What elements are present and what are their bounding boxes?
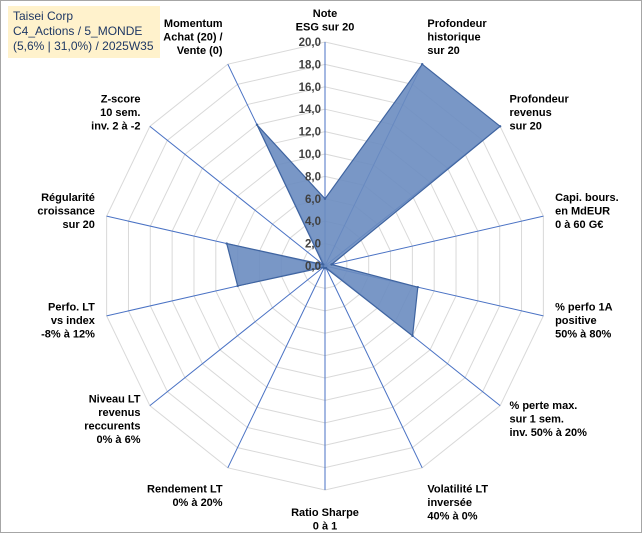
- tick-label: 10,0: [299, 149, 321, 161]
- axis-label-line: % perfo 1A: [555, 301, 613, 313]
- axis-label-line: Régularité: [41, 192, 95, 204]
- axis-label-line: Z-score: [101, 93, 141, 105]
- axis-label-line: Achat (20) /: [163, 31, 222, 43]
- axis-spoke: [149, 265, 326, 407]
- axis-label: Capi. bours. en MdEUR 0 à 60 G€: [555, 192, 619, 231]
- axis-label-line: reccurents: [84, 420, 140, 432]
- axis-label-line: % perte max.: [510, 400, 578, 412]
- axis-spoke: [227, 265, 326, 469]
- data-point: [322, 266, 325, 269]
- axis-label-line: 40% à 0%: [427, 511, 477, 523]
- axis-label-line: inv. 50% à 20%: [510, 427, 588, 439]
- axis-label-line: 50% à 80%: [555, 328, 611, 340]
- axis-label-line: en MdEUR: [555, 206, 610, 218]
- axis-label: Perfo. LT vs index -8% à 12%: [41, 301, 96, 340]
- data-point: [322, 263, 325, 266]
- axis-label-line: Rendement LT: [147, 484, 223, 496]
- axis-label-line: ESG sur 20: [296, 22, 355, 34]
- axis-label-line: 0 à 1: [313, 521, 337, 533]
- axis-label: Profondeur revenus sur 20: [510, 93, 570, 132]
- axis-label: Ratio Sharpe 0 à 1: [291, 507, 359, 533]
- axis-label-line: croissance: [37, 206, 94, 218]
- axis-label-line: sur 20: [427, 45, 459, 57]
- axis-label-line: Volatilité LT: [427, 484, 488, 496]
- axis-label-line: Profondeur: [427, 18, 487, 30]
- axis-label-line: Momentum: [164, 18, 223, 30]
- axis-label-line: inversée: [427, 497, 472, 509]
- data-point: [236, 284, 239, 288]
- radial-tick-labels: 0,0 2,0 4,0 6,0 8,0 10,0 12,0 14,0 16,0 18,0 20,0: [299, 37, 321, 273]
- axis-label-line: Perfo. LT: [48, 301, 95, 313]
- data-point: [498, 125, 502, 128]
- tick-label: 14,0: [299, 104, 321, 116]
- radar-series: [225, 62, 502, 338]
- axis-label-line: revenus: [98, 407, 140, 419]
- portfolio-category: C4_Actions / 5_MONDE: [13, 24, 143, 38]
- axis-label: Régularité croissance sur 20: [37, 192, 94, 231]
- axis-label: % perfo 1A positive 50% à 80%: [555, 301, 613, 340]
- axis-label-line: sur 20: [510, 120, 542, 132]
- axis-label-line: inv. 2 à -2: [91, 120, 140, 132]
- data-point: [416, 285, 420, 289]
- axis-label-line: positive: [555, 315, 597, 327]
- axis-label-line: Ratio Sharpe: [291, 507, 359, 519]
- data-point: [225, 242, 228, 245]
- axis-label: Note ESG sur 20: [296, 8, 355, 34]
- tick-label: 2,0: [305, 239, 321, 251]
- data-point: [330, 263, 333, 266]
- tick-label: 6,0: [305, 194, 321, 206]
- tick-label: 18,0: [299, 59, 321, 71]
- data-point: [411, 334, 414, 338]
- data-point: [323, 197, 327, 200]
- axis-label-line: sur 20: [62, 219, 94, 231]
- tick-label: 8,0: [305, 171, 321, 183]
- axis-label-line: 10 sem.: [100, 107, 140, 119]
- axis-label-line: Niveau LT: [89, 393, 141, 405]
- axis-label: Volatilité LT inversée 40% à 0%: [427, 484, 488, 523]
- axis-label-line: 0% à 6%: [96, 434, 140, 446]
- axis-label: % perte max. sur 1 sem. inv. 50% à 20%: [510, 400, 588, 439]
- axis-label-line: Note: [313, 8, 337, 20]
- tick-label: 20,0: [299, 37, 321, 49]
- tick-label: 16,0: [299, 82, 321, 94]
- axis-label-line: sur 1 sem.: [510, 414, 564, 426]
- axis-label-line: Capi. bours.: [555, 192, 619, 204]
- axis-label-line: Vente (0): [177, 45, 223, 57]
- axis-label: Momentum Achat (20) / Vente (0): [163, 18, 223, 57]
- axis-label-line: vs index: [51, 315, 96, 327]
- axis-spoke: [149, 125, 326, 267]
- tick-label: 12,0: [299, 127, 321, 139]
- data-point: [420, 62, 424, 66]
- tick-label: 4,0: [305, 216, 321, 228]
- axis-label-line: 0% à 20%: [172, 497, 222, 509]
- chart-title-box: Taisei Corp C4_Actions / 5_MONDE (5,6% |…: [8, 6, 160, 58]
- data-point: [255, 123, 259, 126]
- axis-labels: Note ESG sur 20 Profondeur historique sur 20…: [37, 8, 618, 533]
- score-summary: (5,6% | 31,0%) / 2025W35: [13, 39, 154, 53]
- axis-label: Z-score 10 sem. inv. 2 à -2: [91, 93, 140, 132]
- axis-spoke: [324, 265, 423, 469]
- axis-label-line: historique: [427, 31, 480, 43]
- axis-label: Niveau LT revenus reccurents 0% à 6%: [84, 393, 141, 446]
- axis-label: Profondeur historique sur 20: [427, 18, 487, 57]
- axis-spoke: [324, 215, 544, 267]
- company-name: Taisei Corp: [13, 9, 74, 23]
- axis-label-line: revenus: [510, 107, 552, 119]
- axis-label: Rendement LT 0% à 20%: [147, 484, 223, 510]
- tick-label: 0,0: [305, 261, 321, 273]
- axis-label-line: Profondeur: [510, 93, 570, 105]
- axis-label-line: 0 à 60 G€: [555, 219, 603, 231]
- axis-label-line: -8% à 12%: [41, 328, 95, 340]
